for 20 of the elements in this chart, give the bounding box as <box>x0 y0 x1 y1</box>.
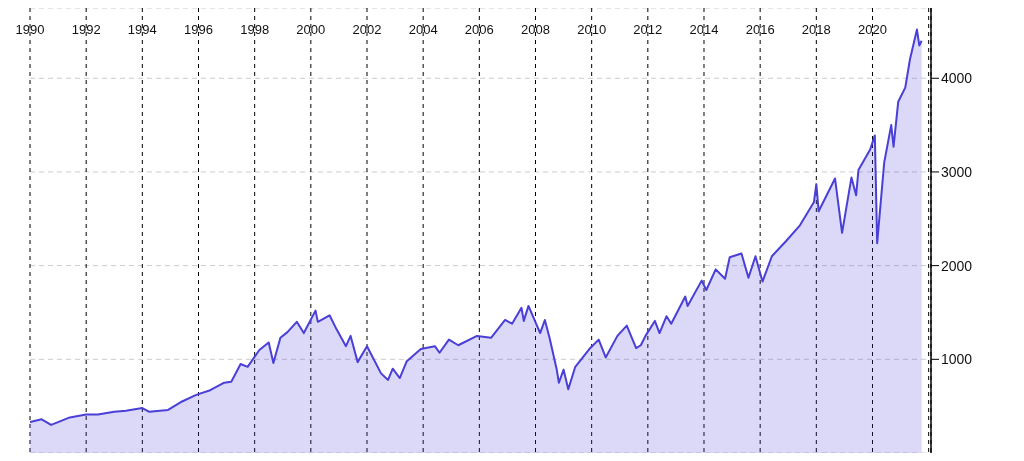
x-tick-label: 1996 <box>184 22 213 37</box>
x-tick-label: 2014 <box>689 22 719 37</box>
x-tick-label: 2010 <box>577 22 607 37</box>
x-tick-label: 2012 <box>633 22 663 37</box>
x-tick-label: 2002 <box>352 22 382 37</box>
x-tick-label: 2004 <box>408 22 438 37</box>
y-tick-label: 1000 <box>941 351 973 368</box>
x-tick-label: 1992 <box>71 22 101 37</box>
y-tick-label: 4000 <box>941 70 973 87</box>
x-tick-label: 2020 <box>858 22 887 37</box>
x-tick-label: 2018 <box>801 22 831 37</box>
x-tick-label: 1994 <box>127 22 157 37</box>
x-tick-label: 1990 <box>15 22 45 37</box>
x-tick-label: 2006 <box>464 22 494 37</box>
y-tick-label: 2000 <box>941 257 973 274</box>
y-tick-label: 3000 <box>941 163 973 180</box>
x-tick-label: 2008 <box>521 22 550 37</box>
x-tick-label: 2016 <box>745 22 775 37</box>
x-tick-label: 1998 <box>240 22 270 37</box>
x-tick-label: 2000 <box>296 22 326 37</box>
